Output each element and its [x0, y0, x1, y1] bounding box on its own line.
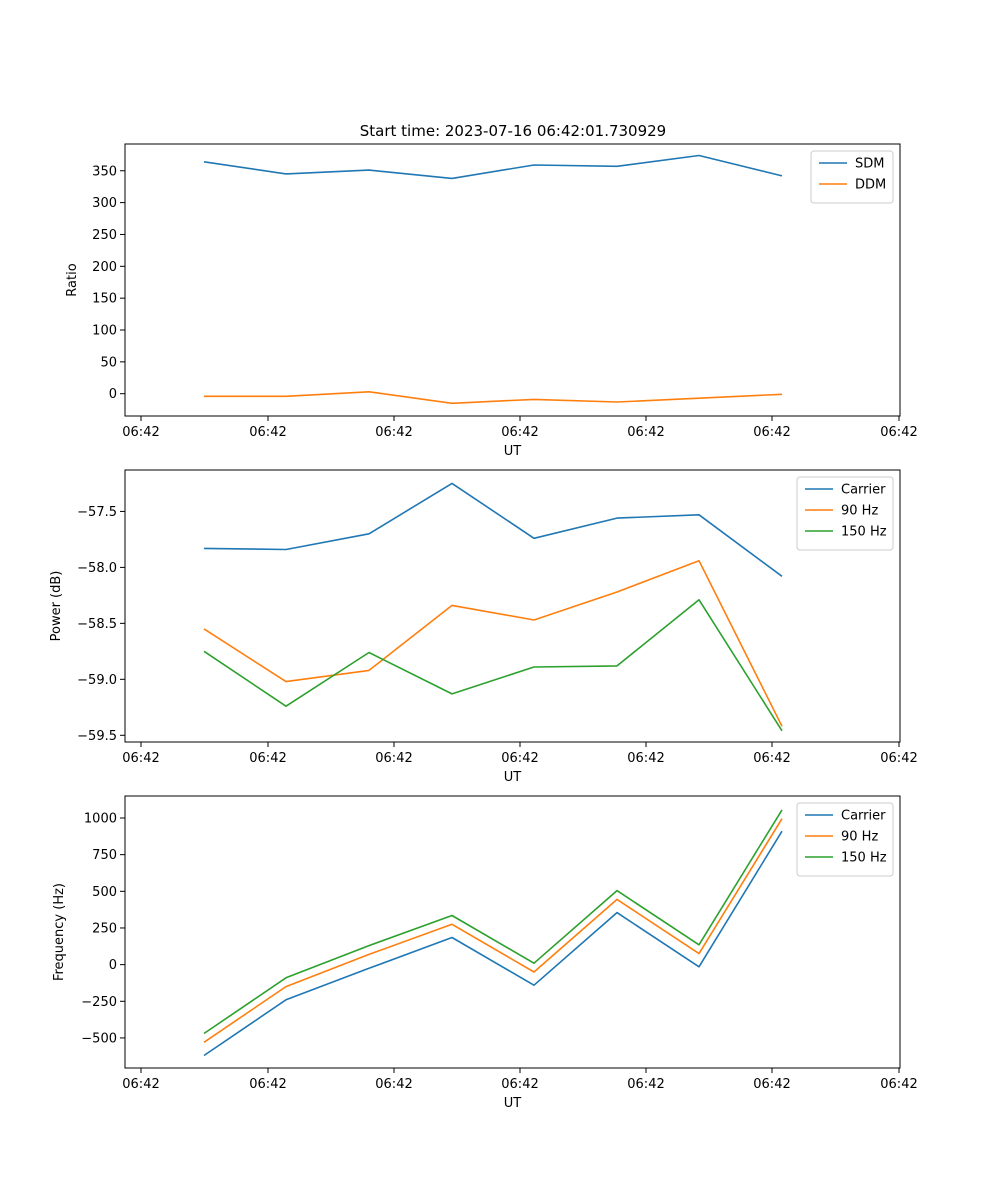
x-tick-label: 06:42 [375, 425, 412, 440]
legend: Carrier 90 Hz 150 Hz [796, 802, 894, 877]
y-tick-label: 750 [92, 848, 117, 863]
y-tick-label: 0 [109, 958, 117, 973]
chart-panel-3: 1000 750 500 250 0 −250 −500 06:42 06:42 06:42 06:… [52, 795, 918, 1111]
series-line-90-hz [203, 818, 783, 1043]
x-tick-label: 06:42 [753, 751, 790, 766]
axes-frame [124, 143, 901, 417]
series-line-sdm [203, 154, 783, 180]
y-tick-label: −250 [81, 995, 117, 1010]
series-line-90-hz [203, 559, 783, 727]
series-line-150-hz [203, 598, 783, 732]
chart-panel-2: −57.5 −58.0 −58.5 −59.0 −59.5 06:42 06:42 06:42… [49, 469, 918, 785]
y-tick-label: 500 [92, 885, 117, 900]
y-tick-label: 50 [100, 355, 117, 370]
y-axis-label: Ratio [65, 263, 80, 296]
y-tick-label: −58.5 [77, 617, 117, 632]
x-tick-label: 06:42 [122, 751, 159, 766]
x-tick-label: 06:42 [122, 425, 159, 440]
chart-panel-1: 0 50 100 150 200 250 300 350 06:42 06:42 06:42 06:4… [65, 143, 918, 459]
y-tick-label: −58.0 [77, 561, 117, 576]
y-tick-label: 200 [92, 260, 117, 275]
y-tick-label: 250 [92, 921, 117, 936]
x-tick-label: 06:42 [627, 425, 664, 440]
x-axis-label: UT [504, 444, 522, 459]
series-line-ddm [204, 390, 783, 405]
y-tick-label: 300 [92, 196, 117, 211]
legend-entry: DDM [855, 178, 886, 193]
legend-entry: 150 Hz [841, 525, 887, 540]
x-tick-label: 06:42 [880, 425, 917, 440]
y-tick-label: 150 [92, 292, 117, 307]
figure-title: Start time: 2023-07-16 06:42:01.730929 [360, 122, 666, 140]
series-line-150-hz [203, 809, 783, 1035]
y-tick-label: 250 [92, 228, 117, 243]
y-axis-label: Power (dB) [49, 571, 64, 642]
x-tick-label: 06:42 [880, 751, 917, 766]
x-tick-label: 06:42 [501, 1077, 538, 1092]
legend-entry: 90 Hz [841, 504, 878, 519]
series-line-carrier [203, 830, 783, 1057]
x-axis-label: UT [504, 1096, 522, 1111]
x-tick-label: 06:42 [249, 751, 286, 766]
x-tick-label: 06:42 [627, 1077, 664, 1092]
x-tick-label: 06:42 [249, 1077, 286, 1092]
x-tick-label: 06:42 [249, 425, 286, 440]
x-tick-label: 06:42 [375, 751, 412, 766]
x-tick-label: 06:42 [753, 425, 790, 440]
axes-frame [124, 795, 901, 1069]
legend-entry: Carrier [841, 483, 886, 498]
series-line-carrier [203, 482, 783, 577]
y-tick-label: −59.0 [77, 673, 117, 688]
chart-panels: 0 50 100 150 200 250 300 350 06:42 06:42 06:42 06:4… [49, 143, 918, 1111]
x-tick-label: 06:42 [501, 425, 538, 440]
legend: SDM DDM [810, 150, 894, 204]
x-axis-label: UT [504, 770, 522, 785]
x-tick-label: 06:42 [122, 1077, 159, 1092]
y-tick-label: −57.5 [77, 505, 117, 520]
y-tick-label: 1000 [84, 811, 117, 826]
x-tick-label: 06:42 [501, 751, 538, 766]
x-tick-label: 06:42 [880, 1077, 917, 1092]
y-tick-label: 350 [92, 164, 117, 179]
legend-entry: Carrier [841, 809, 886, 824]
x-tick-label: 06:42 [627, 751, 664, 766]
legend-entry: SDM [855, 157, 884, 172]
y-tick-label: −59.5 [77, 729, 117, 744]
legend-entry: 90 Hz [841, 830, 878, 845]
x-tick-label: 06:42 [753, 1077, 790, 1092]
x-tick-label: 06:42 [375, 1077, 412, 1092]
legend: Carrier 90 Hz 150 Hz [796, 476, 894, 551]
y-tick-label: 100 [92, 324, 117, 339]
legend-entry: 150 Hz [841, 851, 887, 866]
y-tick-label: 0 [109, 387, 117, 402]
y-tick-label: −500 [81, 1031, 117, 1046]
legend-box [810, 150, 894, 204]
axes-frame [124, 469, 901, 743]
y-axis-label: Frequency (Hz) [52, 883, 67, 981]
